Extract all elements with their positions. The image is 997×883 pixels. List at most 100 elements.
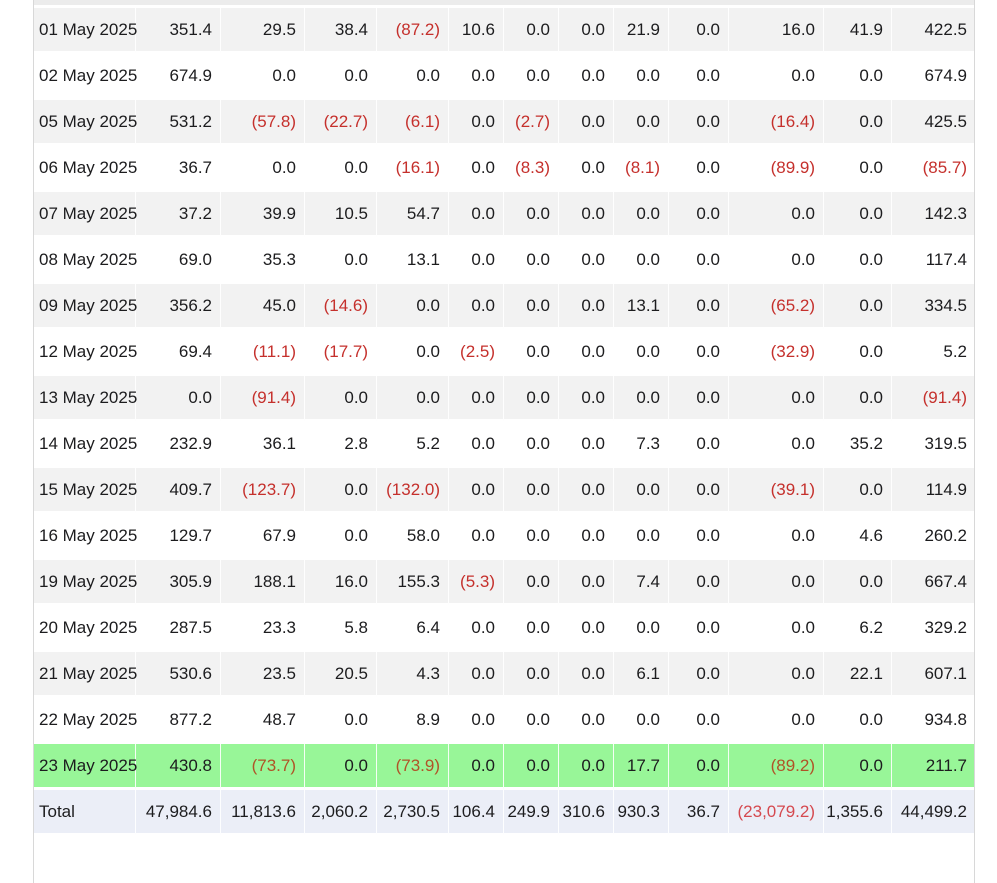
value-cell: 7.4 <box>614 560 669 606</box>
value-cell: 329.2 <box>892 606 974 652</box>
value-cell: 0.0 <box>669 698 729 744</box>
report-table-container: 01 May 2025 351.4 29.5 38.4 (87.2) 10.6 0.0 0.0… <box>33 0 975 883</box>
value-cell: 54.7 <box>377 192 449 238</box>
table-row[interactable]: 07 May 2025 37.2 39.9 10.5 54.7 0.0 0.0 0.0 0.0 0… <box>34 192 974 238</box>
value-cell: 0.0 <box>449 468 504 514</box>
value-cell: 0.0 <box>221 146 305 192</box>
value-cell: 0.0 <box>377 54 449 100</box>
table-row[interactable]: 14 May 2025 232.9 36.1 2.8 5.2 0.0 0.0 0.0 7.3 0.… <box>34 422 974 468</box>
value-cell: 0.0 <box>449 606 504 652</box>
value-cell: 58.0 <box>377 514 449 560</box>
value-cell: 0.0 <box>669 100 729 146</box>
value-cell: 6.2 <box>824 606 892 652</box>
value-cell: 232.9 <box>136 422 221 468</box>
value-cell: (123.7) <box>221 468 305 514</box>
value-cell: 0.0 <box>559 514 614 560</box>
value-cell: 67.9 <box>221 514 305 560</box>
value-cell: (2.7) <box>504 100 559 146</box>
table-row-highlighted[interactable]: 23 May 2025 430.8 (73.7) 0.0 (73.9) 0.0 0.0 0.0… <box>34 744 974 790</box>
value-cell: 0.0 <box>559 652 614 698</box>
value-cell: 0.0 <box>614 514 669 560</box>
table-row[interactable]: 09 May 2025 356.2 45.0 (14.6) 0.0 0.0 0.0 0.0 13… <box>34 284 974 330</box>
value-cell: 0.0 <box>504 8 559 54</box>
value-cell: 37.2 <box>136 192 221 238</box>
table-row[interactable]: 02 May 2025 674.9 0.0 0.0 0.0 0.0 0.0 0.0 0.0 0.0… <box>34 54 974 100</box>
value-cell: 0.0 <box>305 146 377 192</box>
value-cell: 17.7 <box>614 744 669 790</box>
total-value-cell: 11,813.6 <box>221 790 305 836</box>
value-cell: 667.4 <box>892 560 974 606</box>
value-cell: 0.0 <box>449 238 504 284</box>
value-cell: 6.1 <box>614 652 669 698</box>
value-cell: 0.0 <box>377 376 449 422</box>
value-cell: 0.0 <box>824 468 892 514</box>
table-row[interactable]: 15 May 2025 409.7 (123.7) 0.0 (132.0) 0.0 0.0 0… <box>34 468 974 514</box>
value-cell: 0.0 <box>449 422 504 468</box>
table-row[interactable]: 05 May 2025 531.2 (57.8) (22.7) (6.1) 0.0 (2.7… <box>34 100 974 146</box>
value-cell: 0.0 <box>559 744 614 790</box>
value-cell: 0.0 <box>824 698 892 744</box>
total-value-cell: (23,079.2) <box>729 790 824 836</box>
value-cell: 0.0 <box>824 284 892 330</box>
table-row[interactable]: 22 May 2025 877.2 48.7 0.0 8.9 0.0 0.0 0.0 0.0 0.… <box>34 698 974 744</box>
value-cell: 0.0 <box>449 652 504 698</box>
table-row[interactable]: 21 May 2025 530.6 23.5 20.5 4.3 0.0 0.0 0.0 6.1 0… <box>34 652 974 698</box>
value-cell: 0.0 <box>669 376 729 422</box>
date-cell: 07 May 2025 <box>34 192 137 238</box>
value-cell: (57.8) <box>221 100 305 146</box>
value-cell: 20.5 <box>305 652 377 698</box>
table-row[interactable]: 01 May 2025 351.4 29.5 38.4 (87.2) 10.6 0.0 0.0… <box>34 8 974 54</box>
date-cell: 16 May 2025 <box>34 514 137 560</box>
value-cell: 35.3 <box>221 238 305 284</box>
value-cell: 0.0 <box>614 238 669 284</box>
table-row[interactable]: 08 May 2025 69.0 35.3 0.0 13.1 0.0 0.0 0.0 0.0 0.… <box>34 238 974 284</box>
value-cell: 36.1 <box>221 422 305 468</box>
table-row[interactable]: 13 May 2025 0.0 (91.4) 0.0 0.0 0.0 0.0 0.0 0.0 0.… <box>34 376 974 422</box>
value-cell: 430.8 <box>136 744 221 790</box>
value-cell: 0.0 <box>824 376 892 422</box>
table-row[interactable]: 16 May 2025 129.7 67.9 0.0 58.0 0.0 0.0 0.0 0.0 0… <box>34 514 974 560</box>
value-cell: 0.0 <box>614 698 669 744</box>
value-cell: 0.0 <box>305 698 377 744</box>
value-cell: 0.0 <box>504 468 559 514</box>
value-cell: (89.9) <box>729 146 824 192</box>
value-cell: 0.0 <box>559 330 614 376</box>
value-cell: 674.9 <box>136 54 221 100</box>
value-cell: (89.2) <box>729 744 824 790</box>
value-cell: 0.0 <box>824 238 892 284</box>
value-cell: 0.0 <box>504 330 559 376</box>
value-cell: 29.5 <box>221 8 305 54</box>
value-cell: (39.1) <box>729 468 824 514</box>
report-table-body: 01 May 2025 351.4 29.5 38.4 (87.2) 10.6 0.0 0.0… <box>34 8 974 836</box>
total-value-cell: 2,060.2 <box>305 790 377 836</box>
value-cell: 13.1 <box>377 238 449 284</box>
table-row[interactable]: 20 May 2025 287.5 23.3 5.8 6.4 0.0 0.0 0.0 0.0 0.… <box>34 606 974 652</box>
value-cell: 188.1 <box>221 560 305 606</box>
value-cell: 0.0 <box>729 652 824 698</box>
value-cell: (8.1) <box>614 146 669 192</box>
table-row[interactable]: 06 May 2025 36.7 0.0 0.0 (16.1) 0.0 (8.3) 0.0 (8… <box>34 146 974 192</box>
value-cell: 260.2 <box>892 514 974 560</box>
date-cell: 05 May 2025 <box>34 100 137 146</box>
value-cell: 0.0 <box>729 514 824 560</box>
value-cell: 0.0 <box>305 376 377 422</box>
value-cell: 0.0 <box>669 468 729 514</box>
value-cell: 425.5 <box>892 100 974 146</box>
value-cell: 38.4 <box>305 8 377 54</box>
table-row[interactable]: 19 May 2025 305.9 188.1 16.0 155.3 (5.3) 0.0 0.… <box>34 560 974 606</box>
value-cell: (14.6) <box>305 284 377 330</box>
value-cell: 22.1 <box>824 652 892 698</box>
table-row[interactable]: 12 May 2025 69.4 (11.1) (17.7) 0.0 (2.5) 0.0 0.… <box>34 330 974 376</box>
total-row: Total 47,984.6 11,813.6 2,060.2 2,730.5 106.4… <box>34 790 974 836</box>
value-cell: 13.1 <box>614 284 669 330</box>
value-cell: 287.5 <box>136 606 221 652</box>
value-cell: 21.9 <box>614 8 669 54</box>
value-cell: 607.1 <box>892 652 974 698</box>
date-cell: 13 May 2025 <box>34 376 137 422</box>
value-cell: 8.9 <box>377 698 449 744</box>
value-cell: 351.4 <box>136 8 221 54</box>
value-cell: (5.3) <box>449 560 504 606</box>
value-cell: 0.0 <box>824 54 892 100</box>
date-cell: 14 May 2025 <box>34 422 137 468</box>
